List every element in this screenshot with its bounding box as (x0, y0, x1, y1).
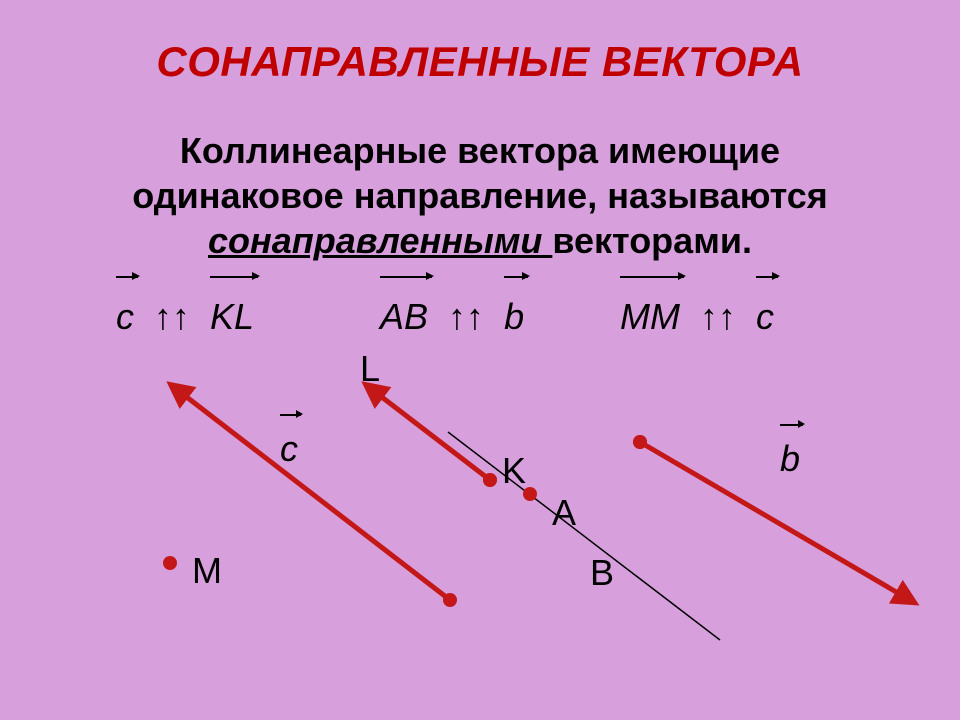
label-A: A (552, 492, 576, 534)
vector-diagram (0, 0, 960, 720)
point-b_start (633, 435, 647, 449)
label-K: K (502, 450, 526, 492)
label-b: b (780, 438, 800, 480)
vector-KL (370, 388, 490, 480)
vector-b (640, 442, 910, 600)
point-K (483, 473, 497, 487)
label-L: L (360, 348, 380, 390)
label-B: B (590, 552, 614, 594)
point-M (163, 556, 177, 570)
label-c: c (280, 428, 298, 470)
label-M: M (192, 550, 222, 592)
vector-c-origin (443, 593, 457, 607)
